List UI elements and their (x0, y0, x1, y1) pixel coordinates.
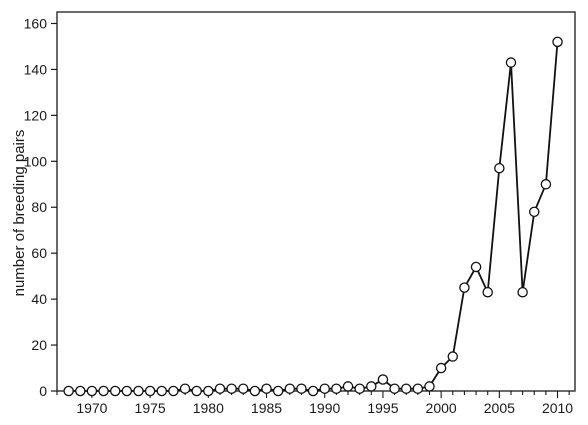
data-point (109, 385, 121, 397)
data-point (435, 362, 447, 374)
y-tick-label: 20 (31, 337, 47, 353)
data-point (307, 385, 319, 397)
y-tick-label: 160 (24, 15, 48, 31)
data-point (366, 381, 377, 392)
data-point (63, 385, 74, 397)
data-point (121, 385, 133, 397)
data-point (214, 383, 226, 394)
data-point (552, 36, 563, 48)
data-point (494, 162, 505, 174)
data-point (133, 385, 144, 397)
x-tick-label: 1980 (193, 400, 224, 416)
x-tick-label: 1975 (135, 400, 166, 416)
data-point (529, 206, 540, 218)
x-tick-label: 1995 (367, 400, 398, 416)
tick-labels: 0 20 40 60 80 100 120 140 160 1970 1975 1980 1985 199… (24, 15, 574, 416)
data-point (342, 381, 354, 392)
data-point (459, 282, 470, 293)
data-point (540, 179, 552, 190)
y-tick-label: 80 (31, 199, 47, 215)
data-point (424, 381, 435, 392)
axes (56, 11, 576, 392)
y-tick-label: 120 (24, 107, 48, 123)
data-point (319, 383, 330, 394)
y-tick-label: 0 (39, 383, 47, 399)
x-tick-label: 2000 (426, 400, 457, 416)
data-point (75, 385, 86, 397)
y-axis-title: number of breeding pairs (11, 130, 28, 297)
y-tick-label: 140 (24, 61, 48, 77)
y-tick-label: 40 (31, 291, 47, 307)
data-point (144, 385, 156, 397)
data-point (447, 351, 459, 362)
y-tick-label: 100 (24, 153, 48, 169)
data-point (191, 385, 202, 397)
plot-frame (56, 11, 576, 392)
x-tick-label: 2005 (484, 400, 515, 416)
data-point (86, 385, 98, 397)
series (63, 36, 563, 397)
x-tick-label: 1985 (251, 400, 282, 416)
data-point (412, 383, 424, 394)
x-tick-label: 1970 (76, 400, 107, 416)
data-point (400, 383, 412, 394)
data-point (168, 385, 179, 397)
data-point (272, 385, 284, 397)
data-point (237, 383, 249, 394)
data-point (389, 383, 400, 394)
data-point (354, 383, 365, 394)
data-point (203, 385, 214, 397)
data-point (482, 286, 493, 298)
data-point (331, 383, 342, 394)
data-point (98, 385, 109, 397)
y-axis-title-group: number of breeding pairs (11, 130, 28, 297)
series-line (68, 41, 559, 392)
data-point (377, 374, 389, 385)
data-point (261, 383, 272, 394)
data-point (226, 383, 237, 394)
data-point (296, 383, 307, 394)
ticks (51, 22, 570, 398)
data-point (249, 385, 261, 397)
data-point (517, 286, 528, 298)
data-point (505, 57, 517, 68)
data-point (156, 385, 168, 397)
data-point (284, 383, 296, 394)
data-point (179, 383, 191, 394)
data-point (470, 261, 482, 273)
y-tick-label: 60 (31, 245, 47, 261)
x-tick-label: 1990 (309, 400, 340, 416)
x-tick-label: 2010 (542, 400, 573, 416)
